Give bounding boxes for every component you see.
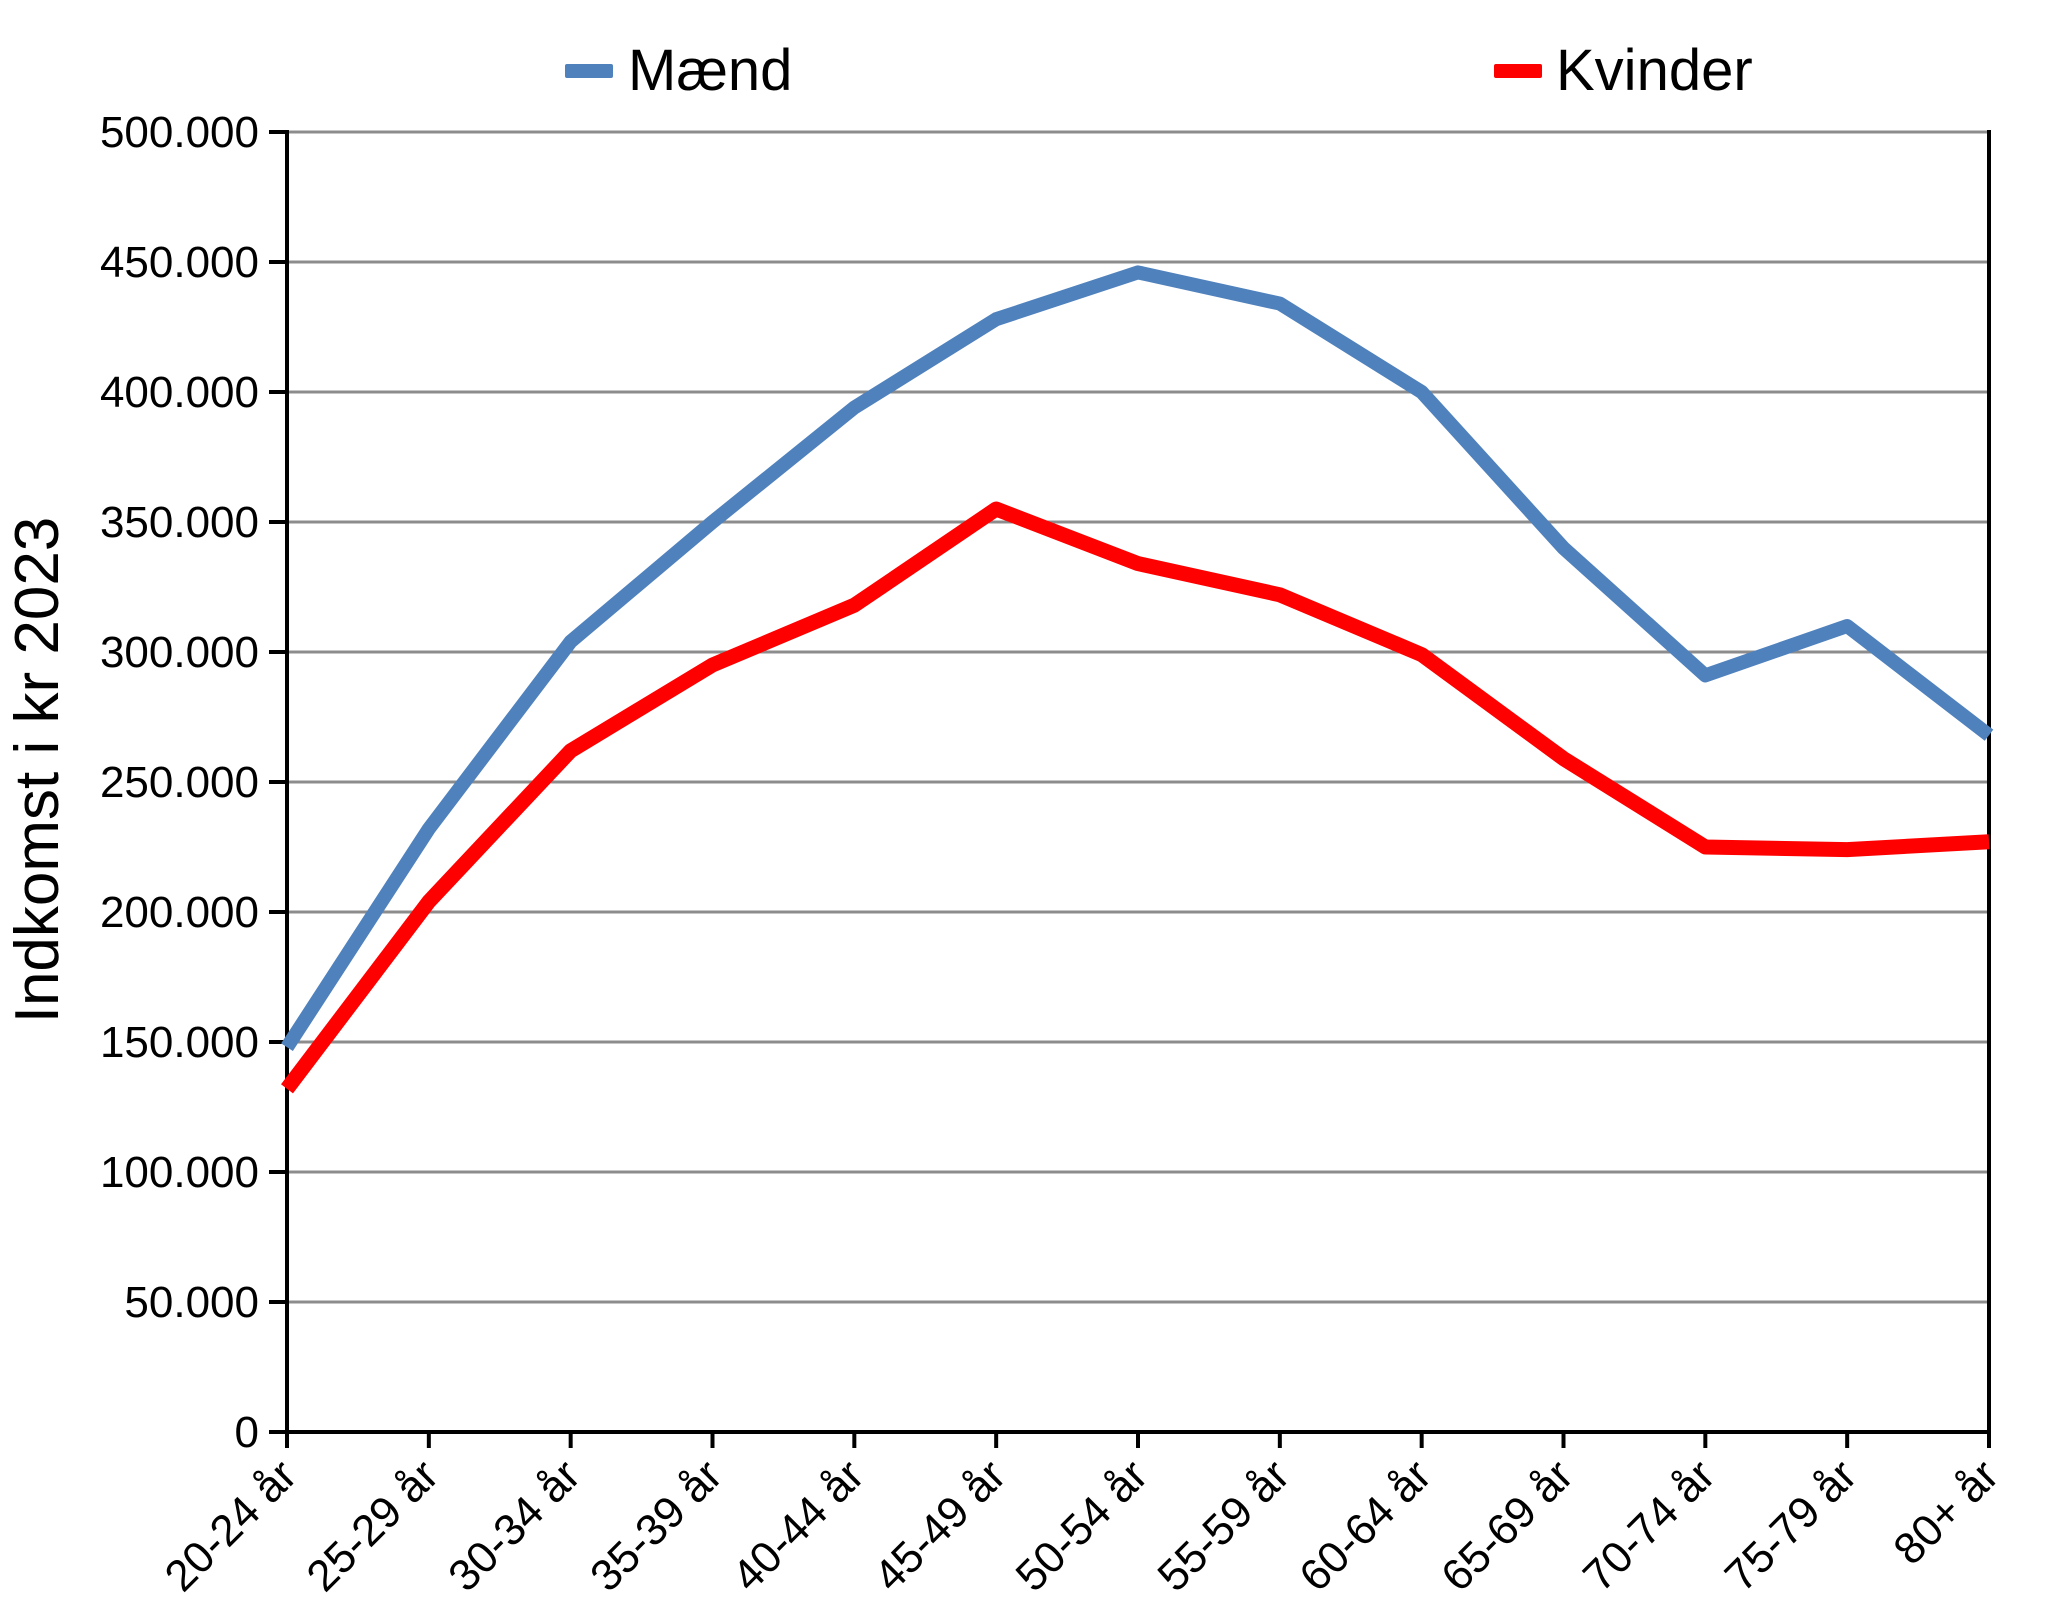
legend-swatch-kvinder: [1494, 64, 1542, 78]
y-tick-label: 200.000: [100, 888, 259, 937]
x-tick-label: 25-29 år: [297, 1450, 448, 1601]
x-tick-label: 40-44 år: [723, 1450, 874, 1601]
y-axis-title: Indkomst i kr 2023: [3, 517, 72, 1024]
series-line-maend: [281, 265, 1994, 1052]
y-tick-label: 300.000: [100, 628, 259, 677]
y-axis-tick-labels: 0 50.000 100.000 150.000 200.000 250.000 300.0…: [100, 108, 259, 1457]
x-tick-label: 55-59 år: [1148, 1450, 1299, 1601]
x-tick-label: 60-64 år: [1290, 1450, 1441, 1601]
series-lines: [281, 265, 1994, 1094]
axes: [269, 130, 1991, 1448]
y-tick-label: 150.000: [100, 1018, 259, 1067]
x-tick-label: 75-79 år: [1716, 1450, 1867, 1601]
gridlines: [287, 130, 1989, 1304]
x-tick-label: 20-24 år: [156, 1450, 307, 1601]
y-tick-label: 0: [235, 1408, 259, 1457]
y-tick-label: 500.000: [100, 108, 259, 157]
y-tick-label: 400.000: [100, 368, 259, 417]
x-tick-label: 30-34 år: [439, 1450, 590, 1601]
x-tick-label: 65-69 år: [1432, 1450, 1583, 1601]
y-tick-label: 350.000: [100, 498, 259, 547]
legend-label-maend: Mænd: [628, 38, 792, 103]
x-tick-label: 45-49 år: [865, 1450, 1016, 1601]
legend: Mænd Kvinder: [565, 38, 1753, 103]
x-tick-label: 35-39 år: [581, 1450, 732, 1601]
legend-label-kvinder: Kvinder: [1556, 38, 1753, 103]
x-tick-label: 70-74 år: [1574, 1450, 1725, 1601]
y-tick-label: 250.000: [100, 758, 259, 807]
legend-swatch-maend: [565, 64, 613, 78]
y-tick-label: 100.000: [100, 1148, 259, 1197]
y-tick-label: 450.000: [100, 238, 259, 287]
x-tick-label: 50-54 år: [1007, 1450, 1158, 1601]
x-tick-label: 80+ år: [1884, 1450, 2008, 1574]
series-line-kvinder: [281, 501, 1990, 1094]
y-tick-label: 50.000: [124, 1278, 259, 1327]
